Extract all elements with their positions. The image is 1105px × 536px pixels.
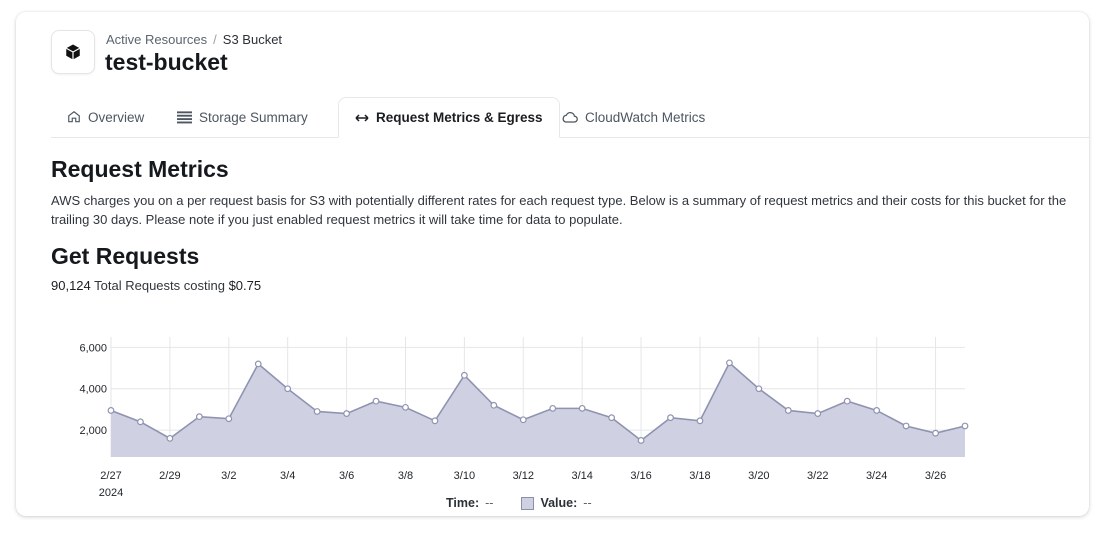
data-point [608, 414, 616, 422]
arrows-horizontal-icon [355, 113, 369, 122]
legend-value-value: -- [583, 496, 592, 510]
tab-request-metrics-egress[interactable]: Request Metrics & Egress [338, 97, 560, 138]
data-point [696, 417, 704, 425]
data-point [784, 407, 792, 414]
tab-storage-summary[interactable]: Storage Summary [161, 97, 324, 137]
package-icon [51, 30, 95, 74]
x-tick-sublabel: 2024 [99, 487, 123, 499]
data-point [343, 410, 350, 417]
breadcrumb: Active Resources / S3 Bucket [106, 32, 282, 47]
data-point [902, 422, 910, 430]
data-point [932, 429, 939, 437]
data-point [961, 422, 969, 430]
data-point [166, 434, 174, 442]
data-point [284, 385, 292, 393]
get-requests-heading: Get Requests [51, 243, 200, 269]
data-point [667, 414, 674, 422]
breadcrumb-item-active-resources[interactable]: Active Resources [106, 32, 208, 47]
breadcrumb-item-current: S3 Bucket [222, 32, 283, 47]
data-point [637, 437, 645, 444]
x-tick-label: 2/29 [159, 470, 180, 482]
total-requests-value: 90,124 [51, 278, 91, 293]
legend-time-label: Time: [446, 496, 480, 510]
x-tick-label: 3/16 [630, 470, 651, 482]
data-point [225, 415, 233, 423]
legend-swatch [521, 496, 535, 510]
data-point [814, 410, 822, 417]
y-tick-label: 6,000 [79, 342, 107, 354]
x-tick-label: 3/6 [339, 470, 354, 482]
list-icon [177, 110, 192, 123]
tab-label: Storage Summary [199, 109, 308, 125]
data-point [519, 416, 527, 424]
chart-legend: Time: -- Value: -- [446, 496, 614, 510]
main-card: Active Resources / S3 Bucket test-bucket O… [16, 12, 1089, 516]
data-point [873, 407, 881, 414]
total-requests-text: Total Requests costing [94, 278, 225, 293]
tab-overview[interactable]: Overview [51, 97, 160, 137]
x-tick-label: 3/12 [513, 470, 534, 482]
data-point [254, 360, 262, 368]
x-tick-label: 3/2 [221, 470, 236, 482]
cloud-icon [562, 111, 578, 123]
data-point [549, 404, 557, 412]
x-tick-label: 2/27 [100, 470, 121, 482]
data-point [843, 397, 851, 405]
data-point [195, 413, 203, 421]
series-line [110, 361, 966, 442]
x-tick-label: 3/10 [454, 470, 475, 482]
data-point [372, 397, 380, 405]
series-area [111, 362, 965, 457]
tab-bar: Overview Storage Summary Request Metrics… [51, 97, 1089, 138]
get-requests-chart: 2,000 4,000 6,000 2/27 2/29 3/2 3/4 3/6 3/8 3/10 3… [16, 312, 1089, 516]
data-point [490, 401, 498, 409]
request-metrics-heading: Request Metrics [51, 156, 229, 182]
tab-label: Request Metrics & Egress [376, 110, 543, 125]
tab-cloudwatch-metrics[interactable]: CloudWatch Metrics [545, 97, 721, 137]
page-title: test-bucket [105, 49, 228, 75]
legend-time-value: -- [485, 496, 494, 510]
tab-label: Overview [88, 109, 145, 125]
data-point [726, 359, 733, 367]
data-point [313, 408, 321, 415]
y-tick-label: 4,000 [79, 384, 107, 396]
data-point [578, 404, 586, 412]
total-cost-value: $0.75 [228, 278, 262, 293]
x-tick-label: 3/26 [925, 470, 946, 482]
x-tick-label: 3/4 [280, 470, 295, 482]
legend-value-label: Value: [540, 496, 578, 510]
data-point [431, 417, 439, 425]
x-tick-label: 3/8 [398, 470, 413, 482]
x-tick-label: 3/22 [807, 470, 828, 482]
y-tick-label: 2,000 [79, 425, 107, 437]
data-point [402, 403, 409, 411]
x-tick-label: 3/20 [748, 470, 769, 482]
data-point [107, 407, 115, 414]
x-tick-label: 3/14 [571, 470, 592, 482]
x-tick-label: 3/18 [689, 470, 710, 482]
request-metrics-description: AWS charges you on a per request basis f… [51, 193, 1067, 227]
breadcrumb-separator: / [213, 32, 217, 47]
data-point [460, 371, 468, 379]
data-point [137, 418, 144, 426]
x-tick-label: 3/24 [866, 470, 887, 482]
chart-svg[interactable]: 2,000 4,000 6,000 2/27 2/29 3/2 3/4 3/6 3/8 3/10 3… [16, 312, 1089, 516]
data-point [755, 385, 763, 393]
tab-label: CloudWatch Metrics [585, 109, 706, 125]
home-icon [68, 111, 80, 123]
get-requests-totals: 90,124 Total Requests costing $0.75 [51, 278, 261, 293]
